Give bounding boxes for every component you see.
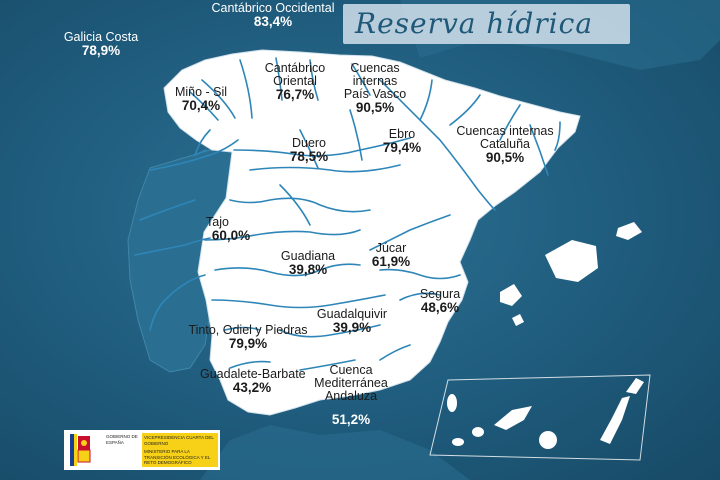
basin-label-cantabrico-occidental: Cantábrico Occidental 83,4% (198, 1, 348, 30)
canary-island-tenerife (494, 406, 532, 430)
canary-island-lanzarote (626, 378, 644, 394)
basin-value: 78,5% (289, 149, 329, 165)
map-title: Reserva hídrica (355, 7, 594, 40)
basin-name: Guadalete-Barbate (200, 367, 306, 381)
basin-value: 43,2% (232, 380, 272, 396)
basin-label-guadalete-barbate: Guadalete-Barbate 43,2% (200, 367, 306, 396)
mallorca-island (545, 240, 598, 282)
basin-value: 78,9% (81, 43, 121, 59)
basin-value: 76,7% (275, 87, 315, 103)
basin-label-tinto-odiel-piedras: Tinto, Odiel y Piedras 79,9% (186, 323, 310, 352)
canary-island-lapalma (447, 394, 457, 412)
basin-value: 70,4% (181, 98, 221, 114)
basin-value: 83,4% (253, 14, 293, 30)
basin-label-segura: Segura 48,6% (408, 287, 472, 316)
basin-name: Galicia Costa (63, 30, 139, 44)
canary-island-fuerteventura (600, 396, 630, 444)
basin-name: Júcar (375, 241, 407, 255)
menorca-island (616, 222, 642, 240)
basin-label-tajo: Tajo 60,0% (206, 215, 256, 244)
basin-name: Guadalquivir (316, 307, 388, 321)
canary-island-elhierro (452, 438, 464, 446)
basin-label-cuencas-internas-cataluna: Cuencas internas Cataluña 90,5% (452, 124, 558, 166)
canary-island-grancanaria (539, 431, 557, 449)
basin-name: Cuenca Mediterránea Andaluza (314, 363, 388, 404)
basin-label-mino-sil: Miño - Sil 70,4% (166, 85, 236, 114)
basin-name: Cuencas internas País Vasco (343, 61, 407, 102)
basin-label-galicia-costa: Galicia Costa 78,9% (55, 30, 147, 59)
basin-value: 39,9% (332, 320, 372, 336)
canary-inset-frame (429, 374, 651, 461)
rivers (134, 57, 561, 371)
basin-name: Cuencas internas Cataluña (456, 124, 554, 152)
basin-label-cuencas-internas-pais-vasco: Cuencas internas País Vasco 90,5% (338, 61, 412, 116)
formentera-island (512, 314, 524, 326)
gobierno-text: GOBIERNO DE ESPAÑA (106, 434, 138, 445)
spain-coat-of-arms-icon (70, 434, 104, 466)
basin-value: 48,6% (420, 300, 460, 316)
basin-value: 61,9% (371, 254, 411, 270)
basin-value: 90,5% (485, 150, 525, 166)
basin-label-cantabrico-oriental: Cantábrico Oriental 76,7% (256, 61, 334, 103)
basin-name: Tajo (206, 215, 229, 229)
canary-island-lagomera (472, 427, 484, 437)
basin-value: 51,2% (331, 412, 371, 428)
basin-value: 60,0% (211, 228, 251, 244)
africa-landmass (200, 425, 470, 480)
title-box: Reserva hídrica (343, 4, 630, 44)
basin-value: 90,5% (355, 100, 395, 116)
basin-label-ebro: Ebro 79,4% (372, 127, 432, 156)
basin-value: 79,9% (228, 336, 268, 352)
basin-name: Segura (419, 287, 461, 301)
basin-label-jucar: Júcar 61,9% (364, 241, 418, 270)
basin-label-guadalquivir: Guadalquivir 39,9% (308, 307, 396, 336)
basin-name: Ebro (388, 127, 416, 141)
basin-name: Duero (291, 136, 327, 150)
vicepresidencia-text: VICEPRESIDENCIA CUARTA DEL GOBIERNO (144, 435, 214, 446)
basin-name: Miño - Sil (174, 85, 228, 99)
basin-label-cuenca-mediterranea-andaluza: Cuenca Mediterránea Andaluza 51,2% (308, 363, 394, 428)
ministerio-text: MINISTERIO PARA LA TRANSICIÓN ECOLÓGICA … (144, 449, 211, 465)
basin-label-guadiana: Guadiana 39,8% (276, 249, 340, 278)
basin-name: Cantábrico Occidental (211, 1, 335, 15)
basin-name: Guadiana (280, 249, 336, 263)
ministry-band: VICEPRESIDENCIA CUARTA DEL GOBIERNO MINI… (142, 433, 218, 467)
ibiza-island (500, 284, 522, 306)
government-logo: GOBIERNO DE ESPAÑA VICEPRESIDENCIA CUART… (64, 430, 220, 470)
basin-label-duero: Duero 78,5% (276, 136, 342, 165)
basin-value: 79,4% (382, 140, 422, 156)
basin-name: Tinto, Odiel y Piedras (188, 323, 308, 337)
basin-name: Cantábrico Oriental (264, 61, 326, 89)
basin-value: 39,8% (288, 262, 328, 278)
